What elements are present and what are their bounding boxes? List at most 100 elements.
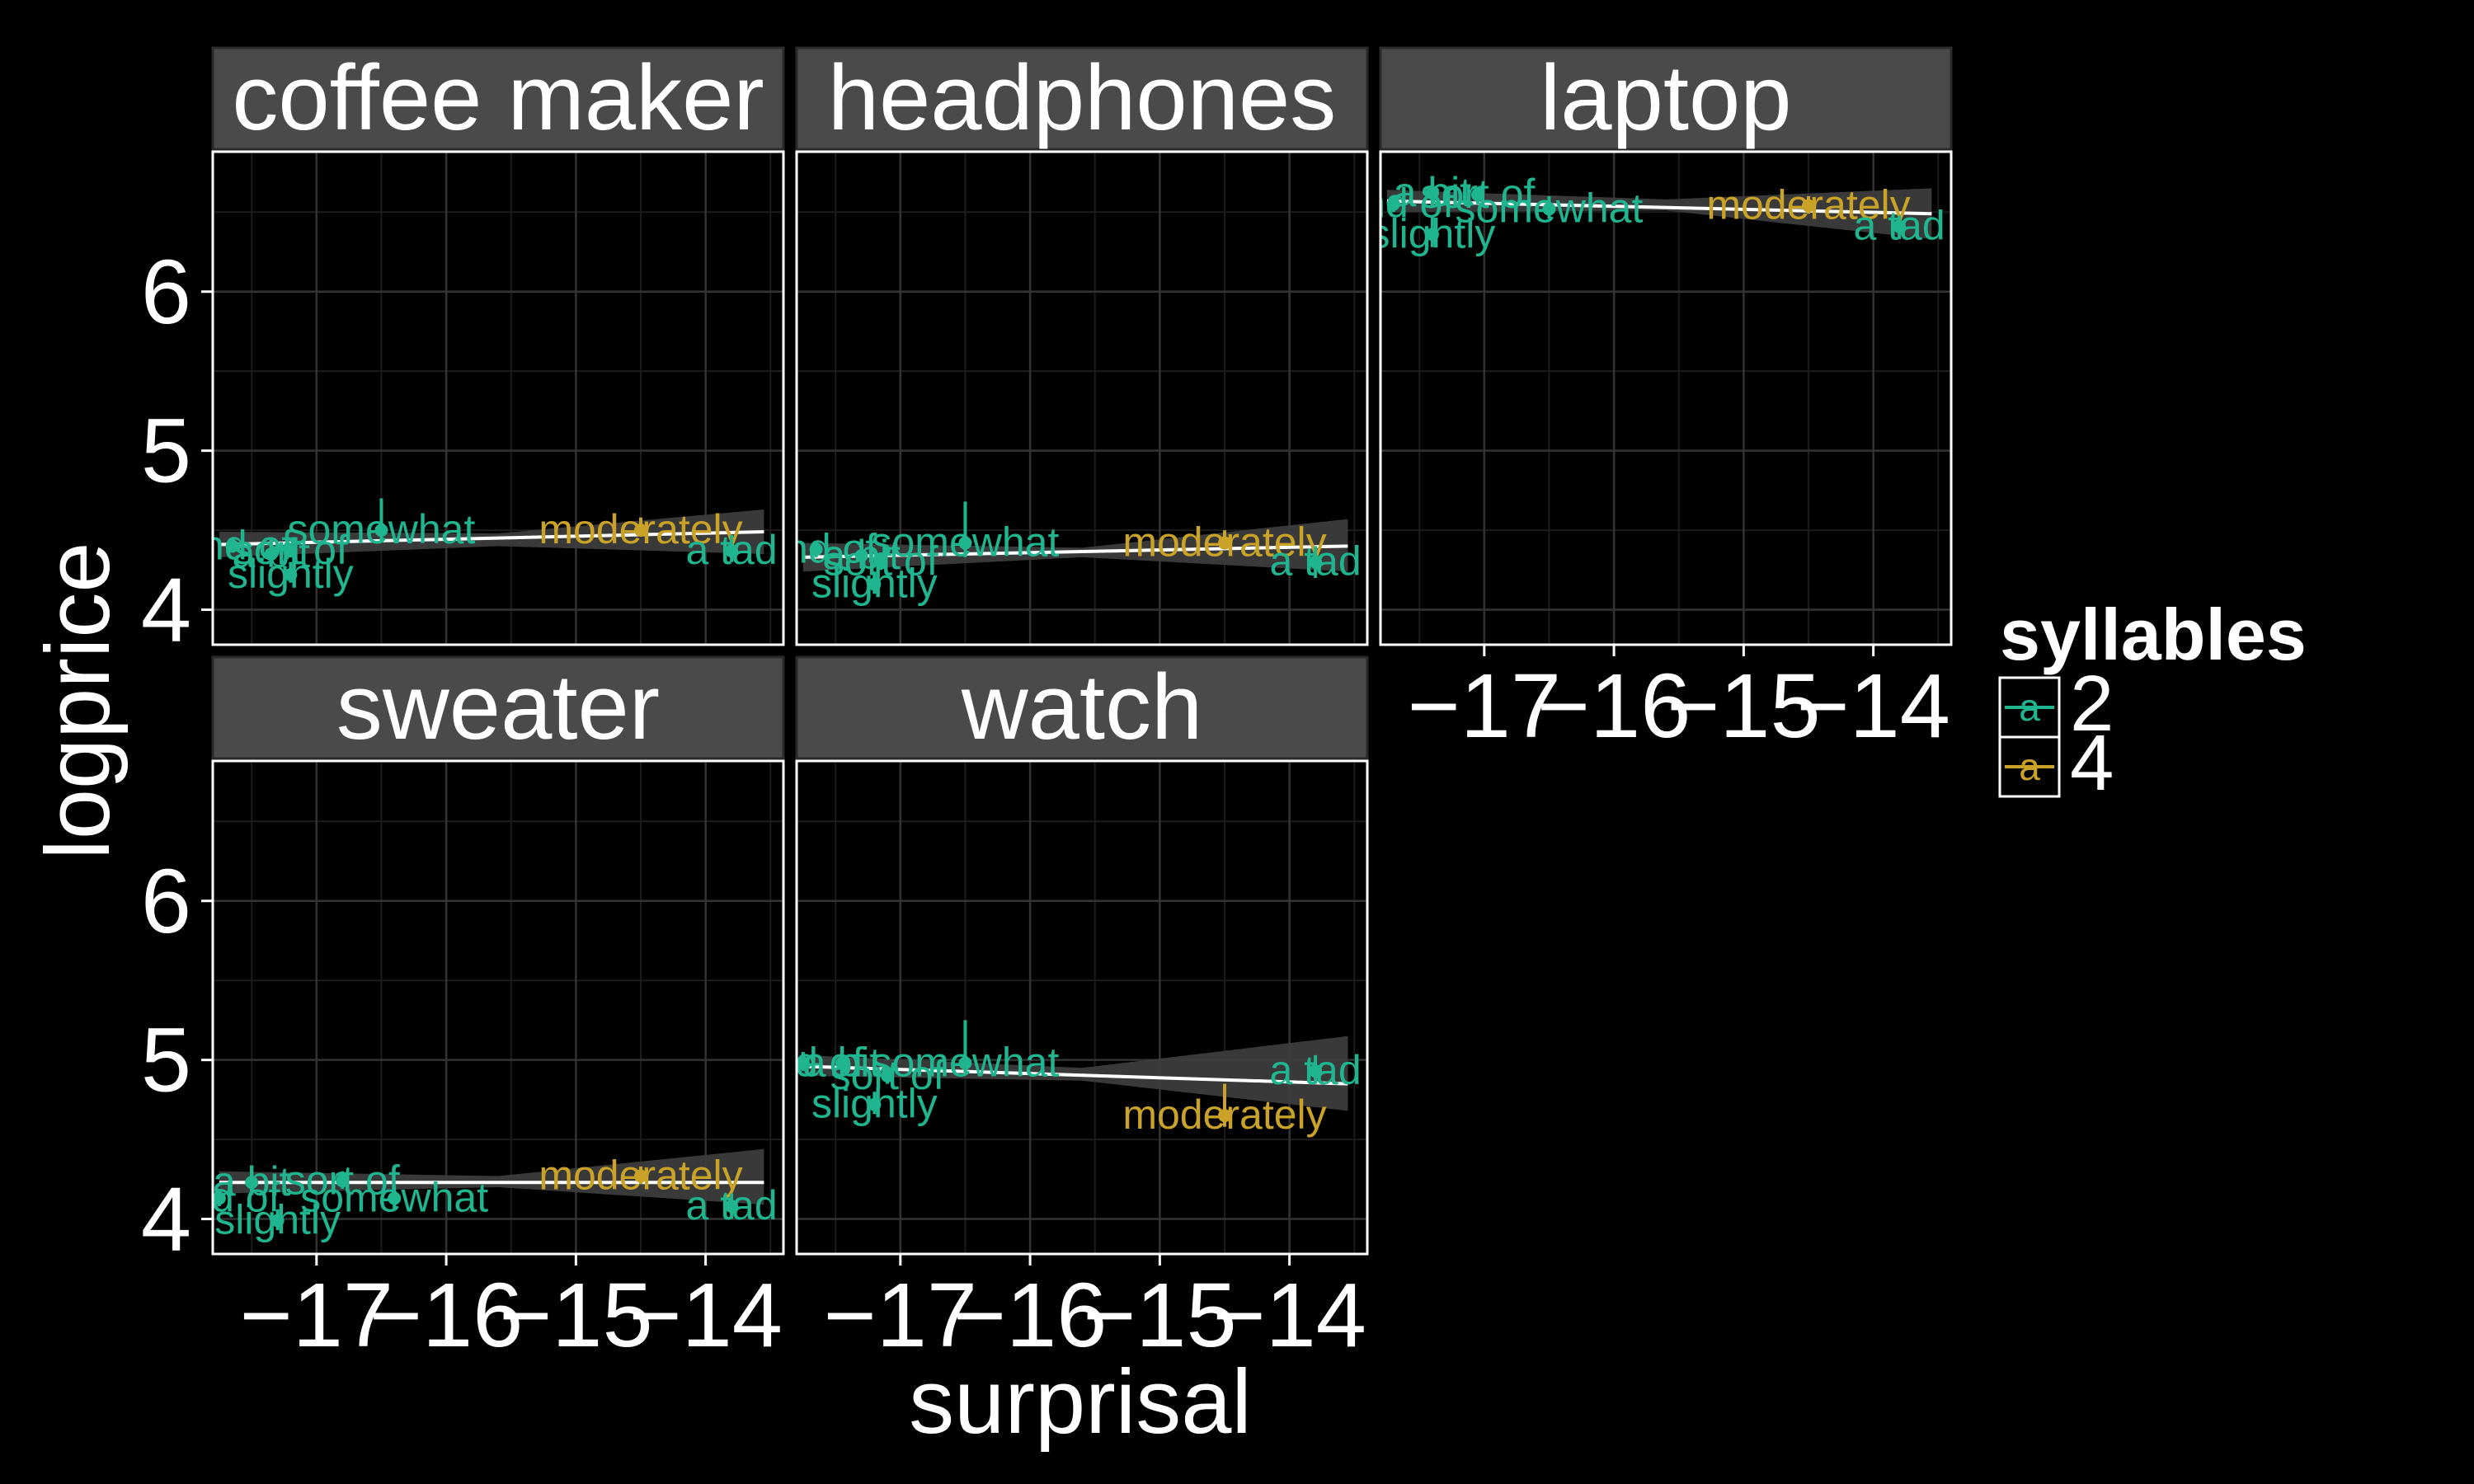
data-point — [213, 1191, 226, 1205]
x-tick-label: −14 — [1796, 655, 1950, 757]
data-label: a tad — [1269, 1047, 1361, 1093]
data-label: kind of — [158, 1174, 280, 1220]
data-label: a bit — [1394, 169, 1472, 215]
legend-key-glyph: a — [2019, 686, 2040, 729]
data-point — [835, 1056, 849, 1070]
regression-line — [802, 1064, 1348, 1086]
data-label: somewhat — [872, 519, 1060, 566]
data-point — [1386, 197, 1400, 211]
data-label: moderately — [1706, 182, 1910, 228]
facet-strip — [1379, 46, 1953, 151]
data-point — [1542, 202, 1556, 216]
x-tick-label: −16 — [1537, 655, 1691, 757]
data-point — [874, 555, 888, 569]
data-label: sort of — [830, 1052, 945, 1098]
facet-strip — [211, 655, 785, 760]
x-tick-label: −17 — [1408, 655, 1562, 757]
data-point — [958, 1056, 972, 1070]
data-label: somewhat — [1456, 185, 1644, 231]
data-label: moderately — [539, 1152, 742, 1198]
facet-strip-label: sweater — [336, 655, 660, 758]
confidence-ribbon — [219, 1148, 764, 1205]
x-tick-label: −16 — [953, 1265, 1108, 1366]
x-tick-label: −14 — [628, 1265, 783, 1366]
x-tick-label: −14 — [1212, 1265, 1366, 1366]
x-tick-label: −15 — [1667, 655, 1821, 757]
data-label: a tad — [1269, 538, 1361, 585]
data-point — [1893, 219, 1907, 233]
data-point — [1309, 1064, 1323, 1078]
data-point — [1802, 199, 1815, 213]
data-point — [634, 1169, 647, 1183]
facet-strip — [211, 46, 785, 151]
y-tick-label: 6 — [141, 851, 191, 952]
confidence-ribbon — [1386, 188, 1932, 240]
data-label: kind of — [755, 525, 877, 571]
data-point — [881, 1068, 895, 1082]
panel-border — [795, 150, 1369, 646]
data-point — [225, 539, 239, 553]
data-label: somewhat — [872, 1040, 1060, 1086]
facet-strip-label: watch — [961, 655, 1203, 758]
facet-strip-label: headphones — [828, 46, 1337, 149]
x-tick-label: −17 — [824, 1265, 978, 1366]
regression-line — [219, 530, 764, 547]
y-tick-label: 6 — [141, 242, 191, 343]
panel-border — [1379, 150, 1953, 646]
data-point — [868, 1097, 882, 1111]
panel-border — [211, 150, 785, 646]
legend-entry-label: 2 — [2070, 660, 2114, 748]
data-point — [1425, 186, 1439, 200]
data-label: slightly — [214, 1196, 341, 1242]
data-label: kind of — [742, 1040, 863, 1086]
data-label: slightly — [228, 551, 354, 597]
data-point — [1309, 555, 1323, 569]
x-tick-label: −15 — [499, 1265, 653, 1366]
data-label: slightly — [811, 1081, 938, 1127]
data-label: a tad — [685, 527, 777, 573]
y-tick-label: 5 — [141, 401, 191, 502]
data-point — [725, 544, 739, 558]
data-point — [1470, 188, 1484, 202]
data-point — [264, 547, 278, 561]
facet-strip-label: coffee maker — [232, 46, 764, 149]
panel-border — [211, 759, 785, 1256]
y-axis-title: logprice — [27, 542, 129, 859]
data-label: a tad — [1853, 203, 1945, 249]
data-point — [374, 524, 388, 538]
data-point — [1218, 536, 1231, 550]
data-label: a bit — [822, 532, 901, 578]
data-label: moderately — [1122, 1092, 1326, 1138]
data-label: a bit — [803, 1040, 882, 1086]
data-label: sort of — [824, 538, 938, 585]
data-point — [284, 568, 298, 582]
data-point — [854, 548, 868, 562]
x-tick-label: −17 — [240, 1265, 394, 1366]
y-tick-label: 4 — [141, 560, 191, 661]
facet-strip — [795, 655, 1369, 760]
data-point — [245, 1176, 259, 1190]
y-tick-label: 4 — [141, 1169, 191, 1270]
data-point — [634, 524, 647, 538]
data-label: somewhat — [288, 506, 476, 552]
x-tick-label: −15 — [1083, 1265, 1237, 1366]
x-axis-title: surprisal — [909, 1351, 1252, 1453]
data-label: sort of — [1420, 171, 1535, 217]
data-label: kind of — [1333, 181, 1454, 227]
data-point — [958, 536, 972, 550]
confidence-ribbon — [802, 519, 1348, 572]
facet-strip-label: laptop — [1540, 46, 1791, 149]
data-point — [868, 577, 882, 591]
data-label: moderately — [539, 506, 742, 552]
